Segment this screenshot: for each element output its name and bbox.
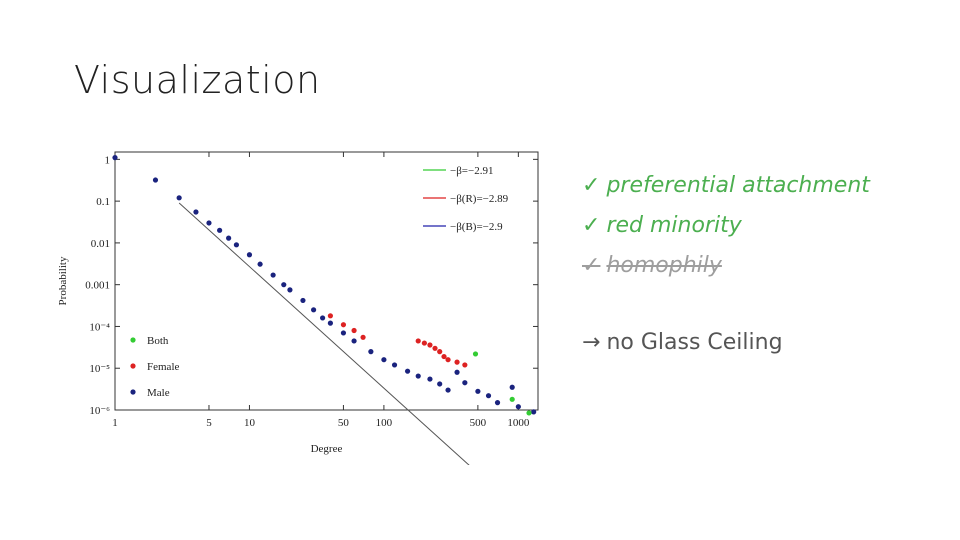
data-point-male bbox=[281, 282, 287, 288]
data-point-male bbox=[437, 381, 443, 387]
fit-legend-label: −β=−2.91 bbox=[450, 165, 493, 177]
data-point-male bbox=[454, 369, 460, 375]
data-point-female bbox=[360, 334, 366, 340]
data-point-male bbox=[193, 209, 199, 215]
x-tick-label: 1 bbox=[112, 417, 118, 429]
data-point-male bbox=[475, 388, 481, 394]
data-point-male bbox=[152, 177, 159, 183]
x-tick-label: 100 bbox=[376, 417, 393, 429]
data-point-male bbox=[445, 387, 451, 393]
data-point-male bbox=[391, 362, 398, 368]
series-legend-label: Male bbox=[147, 387, 170, 399]
slide-title: Visualization bbox=[74, 58, 321, 102]
data-point-male bbox=[351, 338, 357, 344]
check-icon: ✓ bbox=[582, 213, 601, 238]
finding-text: homophily bbox=[606, 253, 722, 278]
data-point-female bbox=[445, 357, 451, 363]
data-point-male bbox=[404, 368, 411, 374]
data-point-female bbox=[437, 349, 443, 355]
data-point-both bbox=[509, 396, 515, 402]
data-point-female bbox=[415, 338, 421, 344]
check-icon: ✓ bbox=[582, 173, 601, 198]
data-point-male bbox=[462, 380, 468, 386]
data-point-male bbox=[270, 272, 276, 278]
data-point-male bbox=[427, 376, 433, 382]
data-point-male bbox=[246, 252, 253, 258]
data-point-female bbox=[427, 342, 433, 348]
data-point-female bbox=[327, 313, 333, 319]
x-tick-label: 50 bbox=[338, 417, 350, 429]
y-tick-label: 1 bbox=[105, 154, 111, 166]
data-point-male bbox=[300, 297, 306, 304]
data-point-male bbox=[320, 315, 326, 321]
data-point-male bbox=[206, 220, 212, 226]
y-tick-label: 10⁻⁵ bbox=[89, 363, 110, 375]
data-point-male bbox=[233, 242, 240, 248]
x-tick-label: 10 bbox=[244, 417, 256, 429]
data-point-male bbox=[176, 195, 182, 201]
data-point-both bbox=[526, 410, 532, 416]
x-tick-label: 500 bbox=[470, 417, 487, 429]
chart-svg: 1 5 10 50 100 500 1000 1 0.1 0.01 0.001 10⁻⁴ 10⁻⁵ 10⁻… bbox=[57, 151, 539, 528]
check-icon: ✓ bbox=[582, 253, 601, 278]
finding-text: red minority bbox=[606, 213, 742, 238]
data-point-female bbox=[454, 359, 460, 365]
series-legend-marker bbox=[130, 363, 136, 369]
data-point-male bbox=[327, 320, 333, 326]
data-point-both bbox=[472, 351, 479, 357]
data-point-male bbox=[515, 404, 521, 410]
findings-list: ✓ preferential attachment ✓ red minority ✓… bbox=[582, 166, 870, 286]
data-point-male bbox=[226, 235, 232, 241]
y-tick-label: 10⁻⁶ bbox=[89, 405, 110, 417]
series-legend-marker bbox=[130, 389, 136, 395]
y-tick-label: 10⁻⁴ bbox=[89, 321, 110, 333]
plot-frame bbox=[114, 151, 539, 411]
data-point-female bbox=[441, 353, 447, 360]
x-tick-label: 1000 bbox=[507, 417, 529, 429]
finding-red-minority: ✓ red minority bbox=[582, 206, 870, 246]
fit-legend-label: −β(R)=−2.89 bbox=[450, 193, 509, 205]
data-point-female bbox=[421, 340, 427, 346]
data-point-male bbox=[340, 330, 347, 336]
data-point-female bbox=[432, 345, 438, 351]
series-legend-label: Both bbox=[147, 335, 169, 347]
data-point-male bbox=[509, 384, 515, 390]
data-point-female bbox=[340, 322, 347, 328]
series-legend-marker bbox=[130, 337, 136, 343]
y-tick-label: 0.001 bbox=[85, 280, 110, 292]
data-point-male bbox=[494, 400, 501, 406]
y-axis-label: Probability bbox=[57, 256, 69, 305]
finding-text: preferential attachment bbox=[606, 173, 870, 198]
data-point-male bbox=[287, 287, 293, 293]
data-point-female bbox=[462, 362, 468, 368]
data-point-male bbox=[311, 307, 317, 313]
series-legend-label: Female bbox=[147, 361, 179, 373]
data-point-female bbox=[351, 327, 357, 334]
y-tick-label: 0.1 bbox=[96, 196, 110, 208]
data-point-male bbox=[217, 227, 223, 233]
data-point-male bbox=[112, 155, 118, 161]
data-point-male bbox=[485, 393, 492, 399]
data-point-male bbox=[381, 357, 387, 363]
data-point-male bbox=[415, 373, 421, 379]
data-point-male bbox=[257, 261, 263, 267]
arrow-right-icon: → bbox=[582, 330, 601, 355]
x-axis-label: Degree bbox=[311, 443, 343, 455]
data-point-male bbox=[531, 409, 537, 415]
finding-homophily: ✓ homophily bbox=[582, 246, 870, 286]
fit-legend-label: −β(B)=−2.9 bbox=[450, 221, 503, 233]
degree-distribution-chart: 1 5 10 50 100 500 1000 1 0.1 0.01 0.001 10⁻⁴ 10⁻⁵ 10⁻… bbox=[50, 140, 550, 528]
conclusion-text: no Glass Ceiling bbox=[606, 330, 783, 355]
data-point-male bbox=[368, 349, 374, 355]
y-tick-label: 0.01 bbox=[91, 238, 110, 250]
x-tick-label: 5 bbox=[206, 417, 212, 429]
conclusion: → no Glass Ceiling bbox=[582, 330, 783, 355]
finding-preferential-attachment: ✓ preferential attachment bbox=[582, 166, 870, 206]
